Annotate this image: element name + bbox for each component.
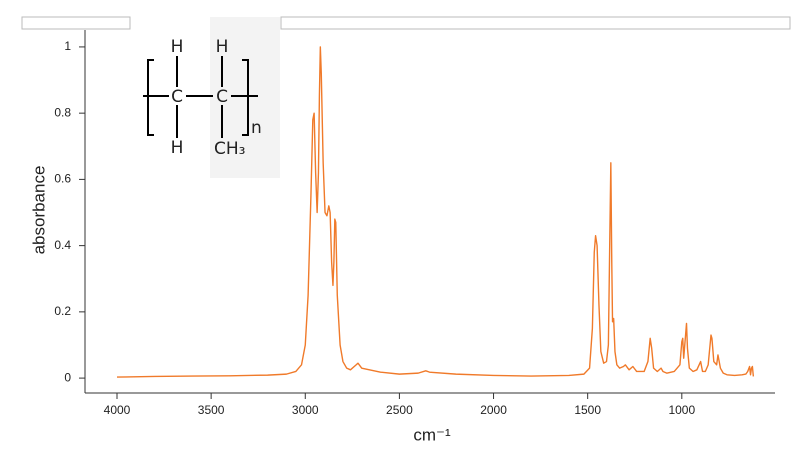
- atom: H: [171, 37, 184, 57]
- atom: H: [171, 138, 184, 158]
- input-box: [280, 16, 791, 30]
- structure: H H C C H CH₃ n: [143, 37, 262, 159]
- y-tick-label: 0.4: [54, 238, 71, 252]
- y-axis-label: absorbance: [29, 166, 48, 255]
- atom: H: [216, 37, 229, 57]
- x-axis-label: cm⁻¹: [413, 425, 451, 444]
- y-tick-label: 0.8: [54, 105, 71, 119]
- y-tick-label: 0.2: [54, 304, 71, 318]
- x-tick-label: 2000: [480, 403, 507, 417]
- inset-background: [210, 17, 280, 178]
- x-tick-label: 3000: [292, 403, 319, 417]
- input-box: [21, 16, 131, 30]
- bracket: [147, 59, 249, 136]
- x-tick-label: 1500: [574, 403, 601, 417]
- x-tick-label: 1000: [668, 403, 695, 417]
- x-tick-label: 3500: [198, 403, 225, 417]
- atom: C: [171, 87, 183, 107]
- y-tick-label: 0: [64, 370, 71, 384]
- x-tick-label: 2500: [386, 403, 413, 417]
- spectrum-line: [116, 46, 755, 378]
- atom: C: [216, 87, 228, 107]
- atom: CH₃: [214, 139, 245, 159]
- y-tick-label: 1: [64, 39, 71, 53]
- x-tick-label: 4000: [104, 403, 131, 417]
- repeat-index: n: [251, 118, 262, 138]
- y-tick-label: 0.6: [54, 172, 71, 186]
